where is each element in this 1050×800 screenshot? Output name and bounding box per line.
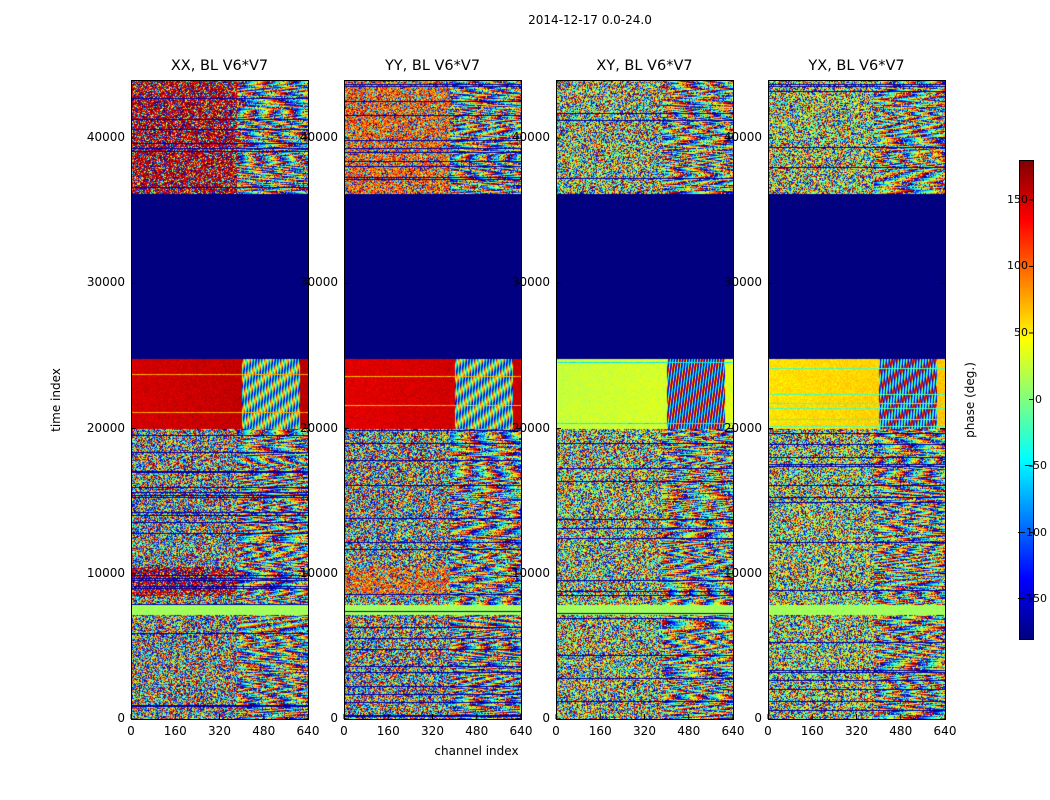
heatmap-xx <box>131 80 308 719</box>
y-axis-label: time index <box>49 368 63 432</box>
axes-frame-yx <box>768 80 946 720</box>
colorbar-frame <box>1019 160 1034 640</box>
ytick-label-xx: 20000 <box>86 420 125 435</box>
ytick-label-yx: 0 <box>754 711 762 725</box>
axes-frame-yy <box>344 80 522 720</box>
ytick-label-xx: 10000 <box>86 565 125 580</box>
ytick-label-xy: 10000 <box>511 565 550 580</box>
xtick-label-xy: 480 <box>677 724 701 738</box>
xtick-label-yy: 0 <box>340 724 348 738</box>
ytick-label-yy: 30000 <box>299 275 338 290</box>
xtick-label-yx: 480 <box>889 724 913 738</box>
panel-title-yy: YY, BL V6*V7 <box>384 58 481 74</box>
ytick-label-yx: 40000 <box>723 130 762 145</box>
ytick-label-yx: 20000 <box>723 420 762 435</box>
axes-frame-xy <box>556 80 734 720</box>
xtick-label-xy: 0 <box>552 724 560 738</box>
axes-frame-xx <box>131 80 309 720</box>
ytick-label-xy: 30000 <box>511 275 550 290</box>
xtick-label-yy: 640 <box>509 724 533 738</box>
panel-title-yx: YX, BL V6*V7 <box>808 58 905 74</box>
ytick-label-yx: 30000 <box>723 275 762 290</box>
xtick-label-yy: 160 <box>376 724 400 738</box>
ytick-label-xx: 0 <box>117 711 125 725</box>
xtick-label-xy: 640 <box>721 724 745 738</box>
colorbar-tick-label: −50 <box>1023 459 1047 473</box>
colorbar <box>1019 160 1033 639</box>
xtick-label-xy: 320 <box>633 724 656 738</box>
heatmap-xy <box>556 80 733 719</box>
colorbar-tick-label: 150 <box>1007 192 1028 206</box>
ytick-label-xy: 40000 <box>511 130 550 145</box>
colorbar-tick-label: 0 <box>1035 392 1042 406</box>
colorbar-tick-label: 50 <box>1014 325 1028 339</box>
xtick-label-yy: 320 <box>421 724 444 738</box>
colorbar-label: phase (deg.) <box>963 362 977 438</box>
xtick-label-xx: 640 <box>296 724 320 738</box>
ytick-label-yy: 20000 <box>299 420 338 435</box>
xtick-label-xx: 0 <box>127 724 135 738</box>
xtick-label-xx: 480 <box>252 724 276 738</box>
ytick-label-xx: 30000 <box>86 275 125 290</box>
colorbar-tick-label: −150 <box>1016 592 1047 606</box>
colorbar-tick-label: 100 <box>1007 259 1028 273</box>
figure-title: 2014-12-17 0.0-24.0 <box>528 13 652 27</box>
xtick-label-xx: 160 <box>163 724 187 738</box>
xtick-label-yy: 480 <box>465 724 489 738</box>
xtick-label-yx: 160 <box>800 724 824 738</box>
colorbar-tick-label: −100 <box>1016 525 1047 539</box>
ytick-label-yy: 10000 <box>299 565 338 580</box>
ytick-label-xy: 0 <box>542 711 550 725</box>
ytick-label-yy: 0 <box>330 711 338 725</box>
heatmap-yx <box>768 80 945 719</box>
panel-title-xy: XY, BL V6*V7 <box>596 58 693 74</box>
xtick-label-yx: 0 <box>764 724 772 738</box>
ytick-label-yy: 40000 <box>299 130 338 145</box>
xtick-label-yx: 320 <box>845 724 868 738</box>
panel-title-xx: XX, BL V6*V7 <box>170 58 269 74</box>
ytick-label-xx: 40000 <box>86 130 125 145</box>
heatmap-yy <box>344 80 521 719</box>
ytick-label-xy: 20000 <box>511 420 550 435</box>
xtick-label-yx: 640 <box>933 724 957 738</box>
ytick-label-yx: 10000 <box>723 565 762 580</box>
xtick-label-xx: 320 <box>208 724 231 738</box>
x-axis-label: channel index <box>434 744 519 758</box>
xtick-label-xy: 160 <box>588 724 612 738</box>
